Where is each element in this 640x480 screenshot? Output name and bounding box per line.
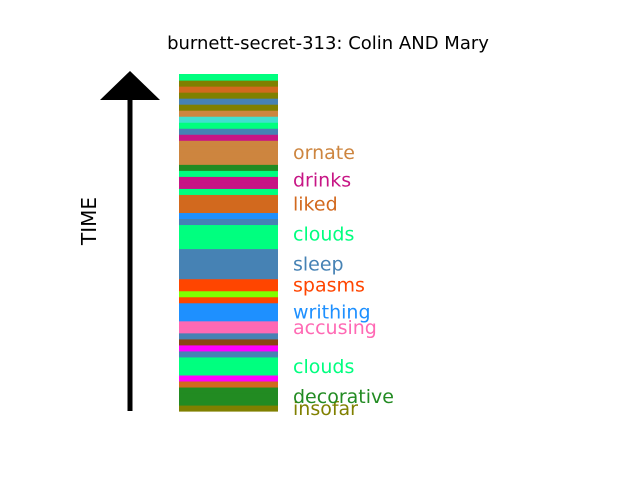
time-stripe	[179, 260, 278, 268]
time-stripe	[179, 272, 278, 280]
time-stripe	[179, 332, 278, 340]
word-label: accusing	[293, 317, 377, 339]
word-label: writhing	[293, 302, 371, 324]
time-stripe	[179, 350, 278, 358]
time-stripe	[179, 284, 278, 292]
time-stripe	[179, 314, 278, 322]
time-stripe	[179, 206, 278, 214]
y-axis-label: TIME	[77, 197, 101, 246]
time-stripe	[179, 248, 278, 256]
word-label: ornate	[293, 142, 355, 164]
time-stripe	[179, 80, 278, 87]
time-stripe	[179, 158, 278, 165]
time-stripe	[179, 224, 278, 232]
time-stripe	[179, 266, 278, 274]
chart-title: burnett-secret-313: Colin AND Mary	[167, 33, 489, 54]
time-arrow-head	[100, 71, 160, 100]
word-label: liked	[293, 193, 338, 215]
time-stripe	[179, 92, 278, 99]
time-stripe	[179, 326, 278, 334]
word-label: drinks	[293, 169, 351, 191]
time-stripe	[179, 140, 278, 147]
time-stripe	[179, 200, 278, 207]
time-stripe	[179, 230, 278, 238]
time-stripe	[179, 212, 278, 220]
time-stripe	[179, 338, 278, 346]
time-stripe	[179, 182, 278, 189]
time-stripe	[179, 392, 278, 400]
time-stripe	[179, 128, 278, 135]
time-stripe	[179, 278, 278, 286]
time-stripe	[179, 404, 278, 412]
time-stripe	[179, 152, 278, 159]
word-label: clouds	[293, 356, 354, 378]
time-stripe	[179, 296, 278, 304]
time-stripe	[179, 374, 278, 382]
time-stripe	[179, 134, 278, 141]
time-stripe	[179, 116, 278, 123]
time-stripe	[179, 362, 278, 370]
time-stripe	[179, 188, 278, 195]
time-stripe	[179, 86, 278, 93]
word-label: spasms	[293, 275, 365, 297]
word-label: insofar	[293, 398, 358, 420]
time-stripe	[179, 320, 278, 328]
time-stripe	[179, 308, 278, 316]
time-stripe	[179, 344, 278, 352]
time-stripe	[179, 302, 278, 310]
time-stripe	[179, 110, 278, 117]
time-stripe	[179, 236, 278, 244]
stripe-column	[179, 74, 278, 412]
time-stripe	[179, 386, 278, 394]
time-stripe	[179, 368, 278, 376]
time-stripe	[179, 398, 278, 406]
time-stripe	[179, 74, 278, 81]
word-label: clouds	[293, 224, 354, 246]
time-stripe	[179, 356, 278, 364]
word-label: sleep	[293, 254, 344, 276]
time-stripe	[179, 254, 278, 262]
time-stripe	[179, 290, 278, 298]
time-stripe	[179, 170, 278, 177]
time-stripe	[179, 194, 278, 201]
word-label: decorative	[293, 386, 394, 408]
time-stripe	[179, 98, 278, 105]
time-stripe	[179, 242, 278, 250]
time-stripe	[179, 122, 278, 129]
time-stripe	[179, 380, 278, 388]
time-stripe	[179, 176, 278, 183]
time-stripe	[179, 146, 278, 153]
time-stripe	[179, 218, 278, 226]
time-stripe	[179, 164, 278, 171]
time-stripe	[179, 104, 278, 111]
